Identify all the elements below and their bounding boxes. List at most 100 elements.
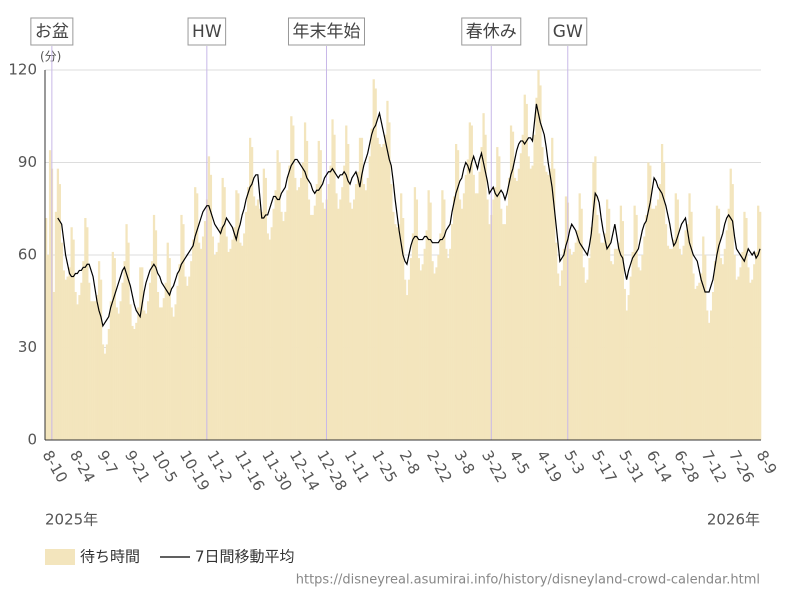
bar [358,137,362,441]
x-tick-label: 2-8 [396,447,424,477]
bar [488,224,491,440]
bar [564,196,568,440]
bar [672,239,675,440]
bar [229,248,232,440]
bar [323,208,326,440]
bar [627,295,630,440]
bar [139,267,142,440]
bar [751,279,754,440]
bar [433,273,436,440]
bar [272,208,275,440]
bar [421,264,424,440]
bar [201,236,205,440]
bar [517,168,521,440]
bar [486,199,489,440]
bar [519,153,522,440]
bar [592,162,595,440]
bar [239,242,242,440]
bar [466,159,470,440]
bar [154,230,158,440]
bar [637,267,640,440]
bar [606,199,609,440]
bar [609,261,613,440]
bar [352,199,356,440]
x-tick-label: 4-19 [533,447,566,485]
bar [647,162,650,440]
bar [99,279,103,440]
bar [286,190,289,440]
annotation-box [287,17,365,46]
bar [568,248,572,440]
bar [431,261,434,440]
bar [743,211,746,440]
bar [219,227,222,440]
x-tick-label: 8-10 [39,447,72,485]
bar [558,285,562,440]
bar [625,310,628,440]
bar [309,214,313,440]
bar [245,211,248,440]
bar [125,224,128,440]
bar [533,134,536,440]
bar [523,94,526,441]
x-tick-label: 5-17 [588,447,621,485]
x-tick-label: 10-5 [148,447,181,485]
bar [417,258,420,440]
x-tick-label: 5-3 [560,447,588,477]
bar [639,270,642,440]
bar [45,218,48,440]
bar [692,273,695,440]
bar [243,233,246,440]
bar [449,248,452,440]
bar [143,310,146,440]
bar [396,227,399,440]
bar [635,214,638,440]
bar [513,177,517,440]
bar [511,131,515,440]
bar [172,316,175,440]
x-tick-label: 1-25 [368,447,401,485]
bar [698,282,701,440]
bar [439,233,442,440]
bar [360,137,364,441]
y-tick-label: 0 [27,431,37,449]
bar [60,242,63,440]
bar [135,322,138,440]
bar [719,258,723,440]
bar [759,211,762,440]
bar [390,184,393,440]
bar [282,221,285,440]
bar [655,205,658,440]
bar [402,218,405,440]
bar [168,258,171,440]
bar [203,221,207,440]
bar [694,288,697,440]
bar [709,310,713,440]
bar [315,184,318,440]
bar [494,187,497,440]
annotation-box [30,17,74,46]
bar [351,208,354,440]
bar [145,313,148,440]
bar [755,251,758,440]
bar [156,292,160,440]
bar [217,242,220,440]
bar [753,264,756,440]
bar [451,224,454,440]
bar [619,205,623,440]
bar [211,236,215,440]
x-tick-label: 6-14 [643,447,676,485]
bar [384,134,387,440]
bar [708,322,711,440]
bar [113,258,116,440]
bar [103,353,107,440]
bar [747,267,750,440]
bar [623,288,626,440]
bar [680,255,683,440]
bar [684,230,687,440]
bar [356,171,360,440]
bar [586,279,589,440]
bar [464,174,468,441]
bar [613,248,617,440]
